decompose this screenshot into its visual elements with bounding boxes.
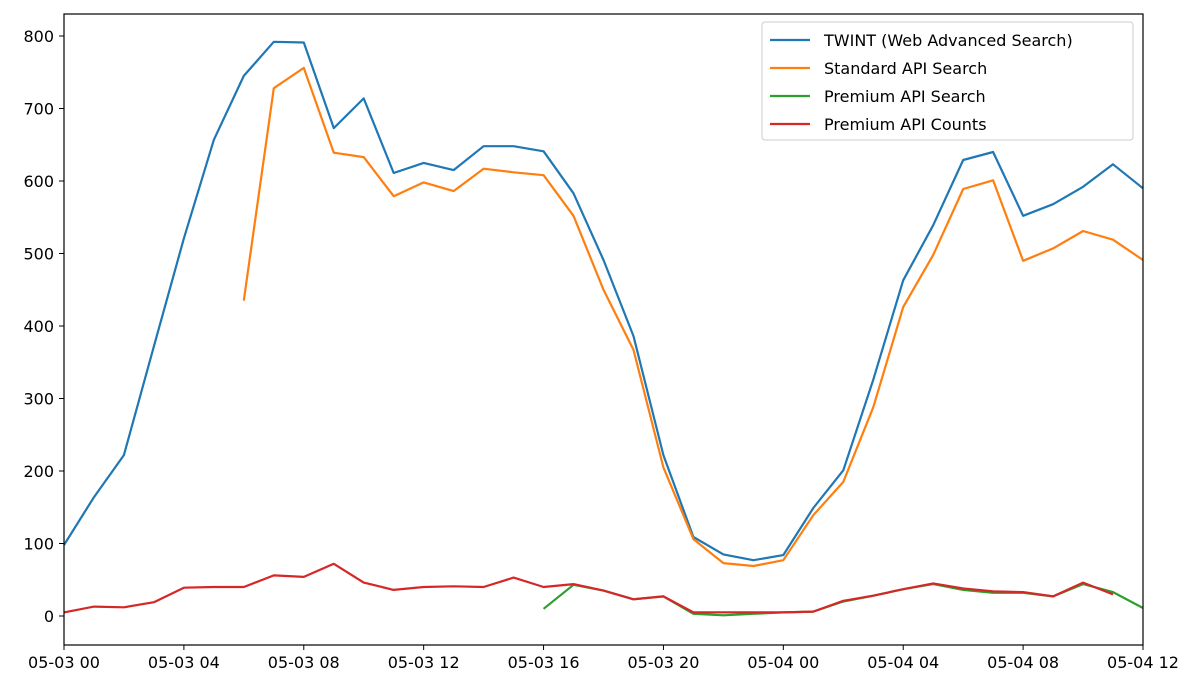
x-tick-label: 05-04 12 bbox=[1107, 653, 1179, 672]
x-tick-label: 05-03 16 bbox=[508, 653, 580, 672]
x-tick-label: 05-03 12 bbox=[388, 653, 460, 672]
legend-label: Premium API Search bbox=[824, 87, 986, 106]
legend: TWINT (Web Advanced Search) Standard API … bbox=[762, 22, 1133, 140]
y-axis: 0 100 200 300 400 500 600 700 800 bbox=[23, 27, 64, 626]
series-line-1 bbox=[244, 68, 1143, 566]
y-tick-label: 700 bbox=[23, 100, 54, 119]
x-tick-label: 05-04 08 bbox=[987, 653, 1059, 672]
x-tick-label: 05-03 20 bbox=[627, 653, 699, 672]
y-tick-label: 200 bbox=[23, 462, 54, 481]
x-tick-label: 05-03 00 bbox=[28, 653, 100, 672]
legend-label: Standard API Search bbox=[824, 59, 987, 78]
y-tick-label: 300 bbox=[23, 390, 54, 409]
legend-label: Premium API Counts bbox=[824, 115, 987, 134]
x-tick-label: 05-03 04 bbox=[148, 653, 220, 672]
x-axis: 05-03 00 05-03 04 05-03 08 05-03 12 05-03 16… bbox=[28, 645, 1179, 672]
y-tick-label: 400 bbox=[23, 317, 54, 336]
x-tick-label: 05-04 04 bbox=[867, 653, 939, 672]
y-tick-label: 0 bbox=[44, 607, 54, 626]
x-tick-label: 05-03 08 bbox=[268, 653, 340, 672]
y-tick-label: 800 bbox=[23, 27, 54, 46]
legend-label: TWINT (Web Advanced Search) bbox=[823, 31, 1073, 50]
y-tick-label: 100 bbox=[23, 535, 54, 554]
series-line-3 bbox=[64, 564, 1113, 613]
y-tick-label: 500 bbox=[23, 245, 54, 264]
y-tick-label: 600 bbox=[23, 172, 54, 191]
x-tick-label: 05-04 00 bbox=[747, 653, 819, 672]
